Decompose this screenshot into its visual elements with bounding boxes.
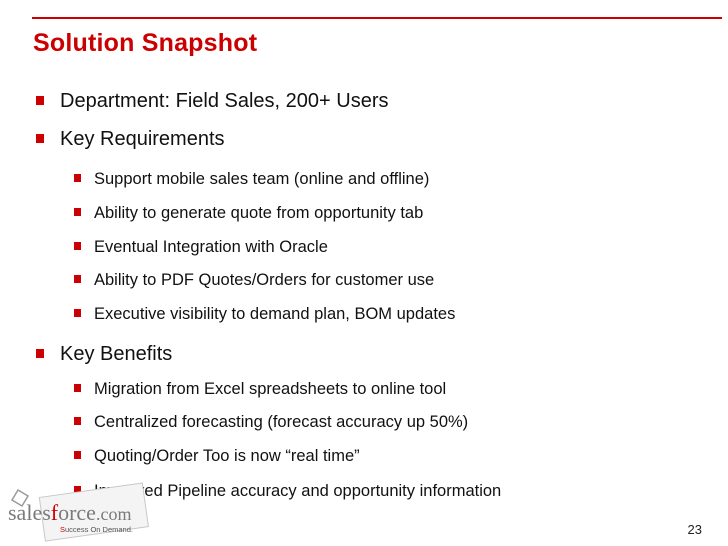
bullet-department: Department: Field Sales, 200+ Users [36,89,389,113]
bullet-text: Key Benefits [60,343,173,365]
sub-bullet-benefit: Quoting/Order Too is now “real time” [74,445,360,467]
bullet-marker-icon [36,95,44,105]
title-rule [32,17,722,19]
slide-title: Solution Snapshot [33,29,258,57]
bullet-marker-icon [74,174,81,183]
bullet-text: Key Requirements [60,128,225,150]
bullet-text: Support mobile sales team (online and of… [94,170,430,188]
bullet-marker-icon [36,133,44,143]
bullet-marker-icon [74,208,81,217]
bullet-marker-icon [74,486,81,495]
sub-bullet-requirement: Ability to generate quote from opportuni… [74,202,423,224]
bullet-text: Ability to generate quote from opportuni… [94,204,424,222]
sub-bullet-requirement: Ability to PDF Quotes/Orders for custome… [74,269,434,291]
bullet-text: Ability to PDF Quotes/Orders for custome… [94,271,435,289]
salesforce-logo-icon: salesforce.com Success On Demand. [8,482,149,542]
bullet-text: Quoting/Order Too is now “real time” [94,447,360,465]
bullet-marker-icon [74,384,81,393]
sub-bullet-benefit: Improved Pipeline accuracy and opportuni… [74,480,501,502]
bullet-text: Centralized forecasting (forecast accura… [94,413,469,431]
sub-bullet-requirement: Eventual Integration with Oracle [74,236,328,258]
logo-tagline: Success On Demand. [60,525,133,534]
sub-bullet-requirement: Support mobile sales team (online and of… [74,168,429,190]
bullet-marker-icon [74,275,81,284]
bullet-key-requirements: Key Requirements [36,127,225,151]
bullet-text: Eventual Integration with Oracle [94,238,328,256]
sub-bullet-benefit: Centralized forecasting (forecast accura… [74,411,468,433]
bullet-marker-icon [74,309,81,318]
sub-bullet-requirement: Executive visibility to demand plan, BOM… [74,303,455,325]
bullet-marker-icon [36,348,44,358]
bullet-text: Migration from Excel spreadsheets to onl… [94,380,447,398]
bullet-text: Executive visibility to demand plan, BOM… [94,305,456,323]
bullet-marker-icon [74,242,81,251]
bullet-text: Department: Field Sales, 200+ Users [60,90,389,112]
bullet-marker-icon [74,417,81,426]
sub-bullet-benefit: Migration from Excel spreadsheets to onl… [74,378,446,400]
logo-wordmark: salesforce.com [8,500,131,525]
bullet-key-benefits: Key Benefits [36,342,172,366]
page-number: 23 [687,522,702,537]
bullet-text: Improved Pipeline accuracy and opportuni… [94,482,502,500]
bullet-marker-icon [74,451,81,460]
